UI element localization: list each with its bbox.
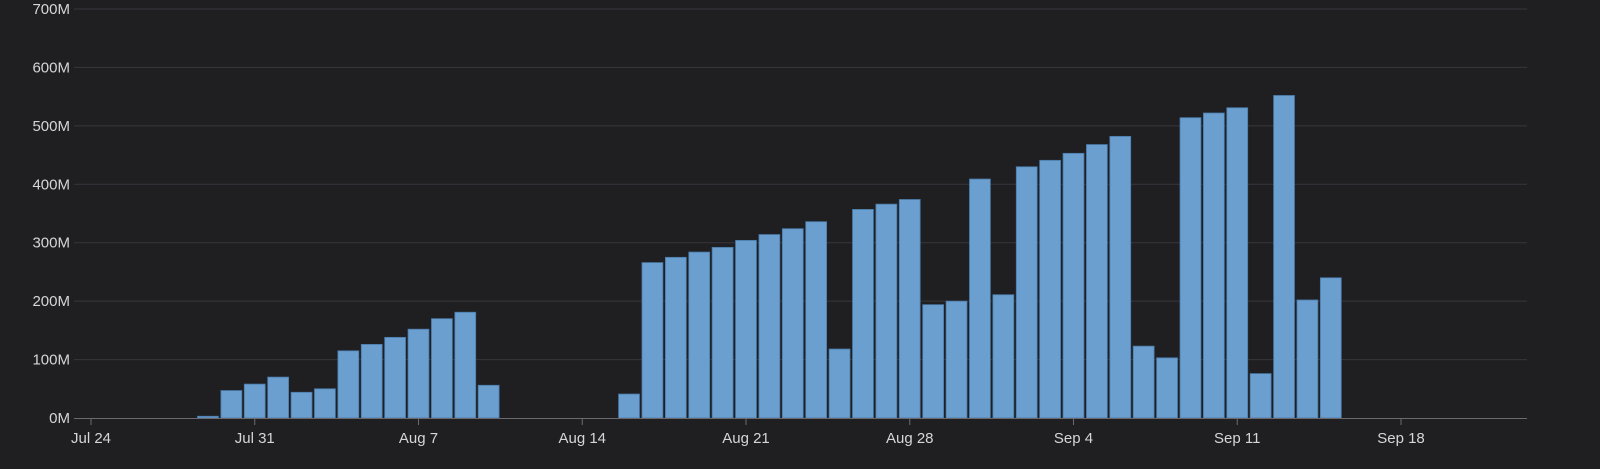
bar-2023-09-14[interactable] — [1296, 299, 1319, 419]
x-tick-label: Aug 7 — [399, 430, 438, 447]
bar-2023-08-27[interactable] — [875, 203, 898, 419]
bar-2023-08-25[interactable] — [828, 348, 851, 419]
x-axis-tick-labels: Jul 24 Jul 31 Aug 7 Aug 14 Aug 21 Aug 28 Sep 4… — [71, 430, 1425, 447]
bar-2023-09-13[interactable] — [1273, 95, 1295, 419]
bar-2023-08-21[interactable] — [735, 239, 757, 419]
bar-2023-08-16[interactable] — [618, 393, 640, 419]
bar-2023-08-19[interactable] — [688, 251, 711, 419]
bar-2023-07-29[interactable] — [197, 415, 219, 419]
bar-2023-08-07[interactable] — [407, 328, 430, 419]
y-axis-tick-labels: 0M 100M 200M 300M 400M 500M 600M 700M — [32, 1, 70, 427]
x-tick-label: Aug 21 — [722, 430, 770, 447]
x-tick-label: Aug 14 — [558, 430, 606, 447]
bar-2023-08-03[interactable] — [314, 388, 336, 419]
x-tick-label: Aug 28 — [886, 430, 934, 447]
y-tick-label: 500M — [32, 118, 70, 135]
bar-2023-08-09[interactable] — [454, 311, 477, 419]
bar-2023-08-17[interactable] — [641, 262, 664, 419]
x-tick-label: Sep 11 — [1214, 430, 1260, 447]
x-axis — [74, 418, 1527, 425]
x-tick-label: Sep 18 — [1377, 430, 1425, 447]
x-tick-label: Jul 31 — [235, 430, 275, 447]
bars — [197, 95, 1342, 419]
bar-2023-08-24[interactable] — [805, 221, 828, 419]
bar-2023-07-30[interactable] — [220, 390, 243, 419]
bar-2023-08-29[interactable] — [922, 304, 944, 419]
bar-2023-09-15[interactable] — [1319, 277, 1342, 419]
bar-2023-09-11[interactable] — [1226, 107, 1249, 419]
bar-2023-09-03[interactable] — [1039, 159, 1061, 419]
bar-2023-07-31[interactable] — [243, 383, 266, 419]
bar-2023-09-08[interactable] — [1156, 357, 1178, 419]
y-tick-label: 300M — [32, 235, 70, 252]
y-tick-label: 200M — [32, 293, 70, 310]
y-tick-label: 600M — [32, 59, 70, 76]
bar-2023-08-31[interactable] — [969, 178, 991, 419]
bar-2023-08-08[interactable] — [431, 318, 453, 419]
y-tick-label: 400M — [32, 176, 70, 193]
bar-2023-09-05[interactable] — [1086, 144, 1108, 419]
bar-2023-08-04[interactable] — [337, 350, 360, 419]
x-tick-label: Sep 4 — [1054, 430, 1093, 447]
bar-2023-09-06[interactable] — [1109, 135, 1132, 419]
bar-2023-08-06[interactable] — [384, 336, 406, 419]
bar-2023-09-10[interactable] — [1203, 112, 1225, 419]
y-tick-label: 100M — [32, 352, 70, 369]
bar-2023-08-28[interactable] — [898, 199, 921, 419]
bar-2023-08-22[interactable] — [758, 234, 781, 419]
bar-2023-08-10[interactable] — [477, 384, 500, 419]
bar-2023-08-26[interactable] — [852, 209, 874, 419]
y-tick-label: 700M — [32, 1, 70, 18]
bar-2023-08-18[interactable] — [664, 256, 687, 419]
bar-2023-09-09[interactable] — [1179, 117, 1202, 419]
bar-2023-08-05[interactable] — [360, 343, 383, 419]
y-tick-label: 0M — [49, 410, 70, 427]
bar-2023-08-02[interactable] — [290, 391, 313, 419]
bar-2023-09-12[interactable] — [1249, 373, 1272, 419]
bar-2023-09-02[interactable] — [1015, 166, 1038, 419]
bar-2023-09-04[interactable] — [1062, 152, 1085, 419]
bar-2023-08-30[interactable] — [945, 300, 968, 419]
bar-2023-08-23[interactable] — [781, 228, 804, 419]
bar-2023-08-20[interactable] — [711, 246, 734, 419]
bar-2023-09-07[interactable] — [1132, 345, 1155, 419]
bar-2023-08-01[interactable] — [267, 376, 289, 419]
x-tick-label: Jul 24 — [71, 430, 111, 447]
bar-2023-09-01[interactable] — [992, 294, 1015, 419]
